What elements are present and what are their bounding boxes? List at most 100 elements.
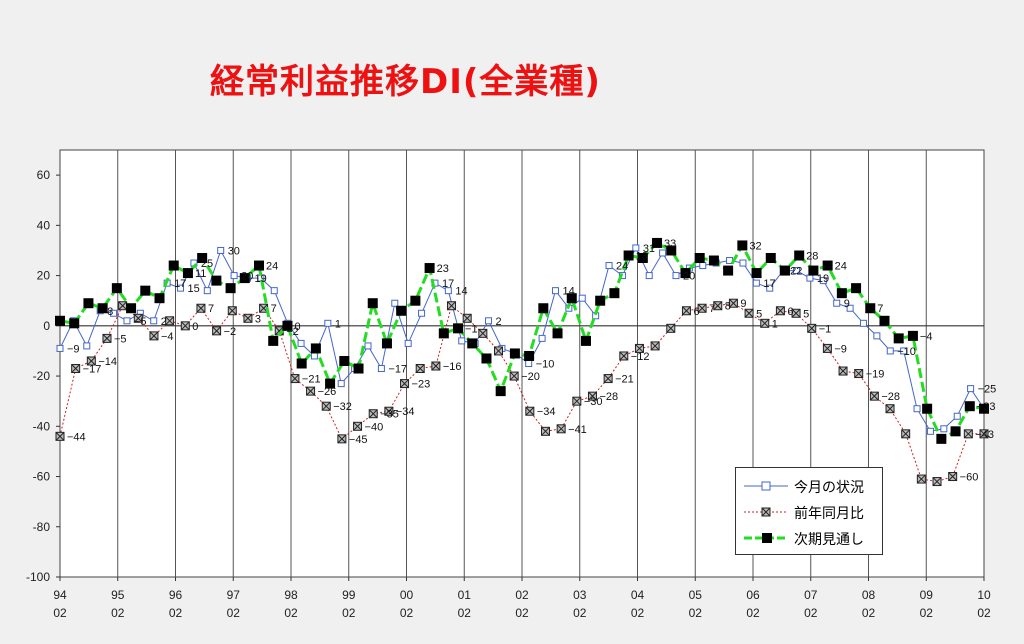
point-yoy-cross bbox=[337, 434, 347, 444]
data-label: −14 bbox=[98, 356, 117, 368]
x-tick-month: 02 bbox=[977, 606, 991, 620]
x-tick-year: 06 bbox=[746, 588, 760, 602]
point-yoy bbox=[525, 406, 535, 416]
point-current bbox=[953, 412, 961, 420]
point-outlook bbox=[83, 298, 94, 309]
data-label: −10 bbox=[536, 359, 555, 371]
point-outlook bbox=[438, 328, 449, 339]
point-outlook bbox=[524, 350, 535, 361]
point-outlook bbox=[708, 255, 719, 266]
y-tick-label: -80 bbox=[33, 520, 51, 534]
data-label: 7 bbox=[208, 303, 214, 315]
data-label: 30 bbox=[228, 245, 240, 257]
point-outlook bbox=[111, 283, 122, 294]
y-tick-label: -60 bbox=[33, 470, 51, 484]
data-label: −9 bbox=[67, 343, 80, 355]
point-yoy bbox=[118, 301, 128, 311]
data-label: −28 bbox=[599, 391, 618, 403]
point-yoy-cross bbox=[243, 313, 253, 323]
point-yoy bbox=[713, 301, 723, 311]
point-yoy-cross bbox=[212, 326, 221, 336]
data-label: 24 bbox=[266, 261, 278, 273]
point-yoy-cross bbox=[86, 356, 96, 366]
data-label: 2 bbox=[161, 316, 167, 328]
point-outlook bbox=[979, 403, 989, 414]
data-label: 22 bbox=[790, 266, 802, 278]
point-yoy bbox=[509, 371, 519, 381]
data-label: −32 bbox=[333, 401, 352, 413]
point-yoy-cross bbox=[368, 409, 378, 419]
point-outlook bbox=[538, 303, 549, 314]
point-yoy bbox=[838, 366, 848, 376]
point-outlook bbox=[723, 265, 734, 276]
point-yoy bbox=[478, 328, 488, 338]
data-label: −5 bbox=[134, 316, 147, 328]
data-label: 1 bbox=[772, 318, 778, 330]
point-yoy bbox=[619, 351, 629, 361]
point-outlook bbox=[623, 250, 634, 261]
point-outlook bbox=[595, 295, 606, 306]
point-outlook bbox=[851, 283, 862, 294]
point-yoy-cross bbox=[55, 431, 65, 441]
x-tick-month: 02 bbox=[862, 606, 876, 620]
point-outlook bbox=[367, 298, 378, 309]
data-label: 14 bbox=[455, 286, 467, 298]
point-yoy-cross bbox=[165, 316, 174, 326]
point-current bbox=[444, 287, 452, 295]
point-yoy bbox=[932, 477, 942, 487]
legend-label-current: 今月の状況 bbox=[794, 480, 864, 496]
point-outlook bbox=[907, 330, 918, 341]
point-yoy bbox=[540, 426, 550, 436]
point-yoy-cross bbox=[541, 426, 550, 436]
data-label: −4 bbox=[161, 331, 174, 343]
data-label: 32 bbox=[749, 240, 761, 252]
point-outlook bbox=[353, 363, 364, 374]
point-yoy bbox=[180, 321, 190, 331]
point-yoy-cross bbox=[133, 313, 143, 323]
point-outlook bbox=[495, 386, 506, 397]
point-outlook bbox=[197, 253, 208, 264]
point-outlook bbox=[140, 285, 151, 296]
point-outlook bbox=[55, 315, 65, 326]
point-current bbox=[833, 299, 841, 307]
point-yoy bbox=[587, 391, 597, 401]
point-yoy bbox=[415, 364, 425, 374]
point-current bbox=[337, 380, 345, 388]
data-label: 23 bbox=[437, 263, 449, 275]
point-yoy-cross bbox=[384, 406, 394, 416]
data-label: 7 bbox=[271, 303, 277, 315]
point-yoy bbox=[337, 434, 347, 444]
data-label: 6 bbox=[787, 306, 793, 318]
point-yoy bbox=[243, 313, 253, 323]
point-outlook bbox=[694, 253, 705, 264]
point-yoy bbox=[728, 298, 738, 308]
x-tick-year: 96 bbox=[169, 588, 183, 602]
point-yoy bbox=[634, 343, 644, 353]
point-current bbox=[766, 284, 774, 292]
point-yoy bbox=[948, 472, 958, 482]
point-yoy bbox=[462, 313, 472, 323]
x-tick-year: 01 bbox=[458, 588, 472, 602]
point-outlook bbox=[424, 263, 435, 274]
point-current bbox=[391, 299, 399, 307]
point-outlook bbox=[481, 353, 492, 364]
point-current bbox=[886, 347, 894, 355]
point-yoy bbox=[165, 316, 175, 326]
point-current bbox=[270, 287, 278, 295]
point-yoy-cross bbox=[588, 391, 597, 401]
legend-item-outlook: 次期見通し bbox=[742, 526, 878, 550]
point-yoy bbox=[447, 301, 457, 311]
point-outlook bbox=[865, 303, 876, 314]
x-tick-month: 02 bbox=[227, 606, 241, 620]
point-current bbox=[900, 347, 908, 355]
x-tick-year: 09 bbox=[920, 588, 934, 602]
point-current bbox=[940, 425, 948, 433]
data-label: −17 bbox=[83, 364, 102, 376]
point-outlook bbox=[69, 318, 80, 329]
x-tick-month: 02 bbox=[53, 606, 67, 620]
point-yoy-cross bbox=[854, 369, 864, 378]
point-yoy bbox=[979, 429, 989, 439]
point-yoy-cross bbox=[619, 351, 629, 361]
data-label: −20 bbox=[521, 371, 540, 383]
data-label: 19 bbox=[254, 273, 266, 285]
